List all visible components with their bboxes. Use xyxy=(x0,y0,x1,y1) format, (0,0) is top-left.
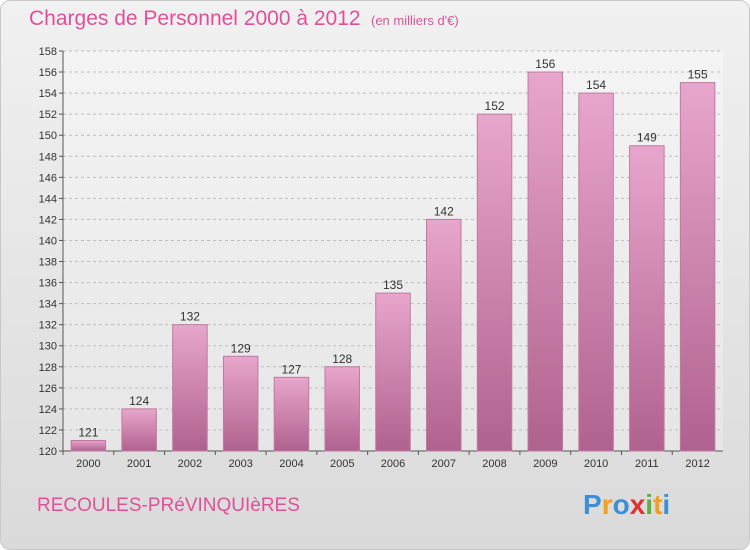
bar-outline xyxy=(679,82,716,452)
bar-value-label: 149 xyxy=(637,131,657,145)
bar-outline xyxy=(578,92,614,452)
bar-value-label: 127 xyxy=(281,362,301,376)
bar-outline xyxy=(70,439,107,452)
x-tick-label: 2008 xyxy=(482,458,506,470)
logo-letter: P xyxy=(583,489,602,520)
y-tick-label: 120 xyxy=(39,446,57,458)
logo-letter: r xyxy=(601,489,613,520)
bar xyxy=(324,366,360,451)
bar-value-label: 128 xyxy=(332,352,352,366)
bar-outline xyxy=(426,218,462,452)
y-tick-label: 158 xyxy=(39,46,57,58)
logo-letter: o xyxy=(612,489,630,520)
bar xyxy=(477,114,512,451)
bar-outline xyxy=(222,355,259,452)
bar-value-label: 135 xyxy=(383,278,403,292)
bar-outline xyxy=(476,113,513,452)
bar-value-label: 155 xyxy=(688,68,708,82)
x-tick-label: 2000 xyxy=(76,458,100,470)
bar xyxy=(426,219,462,451)
logo-letter: i xyxy=(645,489,654,520)
y-tick-label: 146 xyxy=(39,172,57,184)
logo-letter: i xyxy=(662,489,671,520)
bar-value-label: 142 xyxy=(434,204,454,218)
x-tick-label: 2006 xyxy=(381,458,405,470)
y-tick-label: 132 xyxy=(39,320,57,332)
x-tick-label: 2004 xyxy=(279,458,303,470)
bar-outline xyxy=(273,376,310,452)
logo-letter: x xyxy=(629,489,646,520)
bar xyxy=(629,145,665,451)
bar-outline xyxy=(324,366,360,452)
x-tick-label: 2007 xyxy=(432,458,456,470)
bar-value-label: 154 xyxy=(586,78,606,92)
bar xyxy=(71,440,106,451)
y-tick-label: 154 xyxy=(39,88,57,100)
bar xyxy=(528,72,563,451)
logo-letter: t xyxy=(653,489,663,520)
bar xyxy=(680,82,715,451)
bar-value-label: 124 xyxy=(129,394,149,408)
place-name: RECOULES-PRéVINQUIèRES xyxy=(37,495,300,516)
y-tick-label: 156 xyxy=(39,67,57,79)
y-tick-label: 150 xyxy=(39,130,57,142)
y-tick-label: 140 xyxy=(39,235,57,247)
y-tick-label: 126 xyxy=(39,383,57,395)
bar xyxy=(274,377,309,451)
proxiti-logo: Proxiti xyxy=(583,489,670,521)
x-tick-label: 2012 xyxy=(685,458,709,470)
x-tick-label: 2011 xyxy=(635,458,659,470)
bar-outline xyxy=(629,145,665,452)
y-tick-label: 134 xyxy=(39,299,57,311)
x-tick-label: 2009 xyxy=(533,458,557,470)
bar xyxy=(223,356,258,451)
y-tick-label: 122 xyxy=(39,425,57,437)
x-tick-label: 2010 xyxy=(584,458,608,470)
bar xyxy=(172,324,208,451)
y-tick-label: 124 xyxy=(39,404,57,416)
x-tick-label: 2003 xyxy=(228,458,252,470)
bar xyxy=(578,93,614,452)
x-tick-label: 2002 xyxy=(178,458,202,470)
y-tick-label: 148 xyxy=(39,151,57,163)
y-tick-label: 142 xyxy=(39,214,57,226)
y-tick-label: 128 xyxy=(39,362,57,374)
chart-subtitle: (en milliers d'€) xyxy=(371,13,459,28)
bar-value-label: 129 xyxy=(231,341,251,355)
x-tick-label: 2005 xyxy=(330,458,354,470)
bar-outline xyxy=(172,324,208,452)
y-tick-label: 152 xyxy=(39,109,57,121)
y-tick-label: 144 xyxy=(39,193,57,205)
bar-outline xyxy=(121,408,157,452)
bar-value-label: 121 xyxy=(78,425,98,439)
bar xyxy=(375,293,411,451)
bar-outline xyxy=(527,71,564,452)
chart-title: Charges de Personnel 2000 à 2012 xyxy=(29,7,361,30)
bar-value-label: 156 xyxy=(535,57,555,71)
bar-outline xyxy=(375,292,411,452)
y-tick-label: 138 xyxy=(39,257,57,269)
y-tick-label: 136 xyxy=(39,278,57,290)
x-tick-label: 2001 xyxy=(127,458,151,470)
y-tick-label: 130 xyxy=(39,341,57,353)
bar-value-label: 132 xyxy=(180,310,200,324)
bar-value-label: 152 xyxy=(485,99,505,113)
bar xyxy=(121,408,157,451)
